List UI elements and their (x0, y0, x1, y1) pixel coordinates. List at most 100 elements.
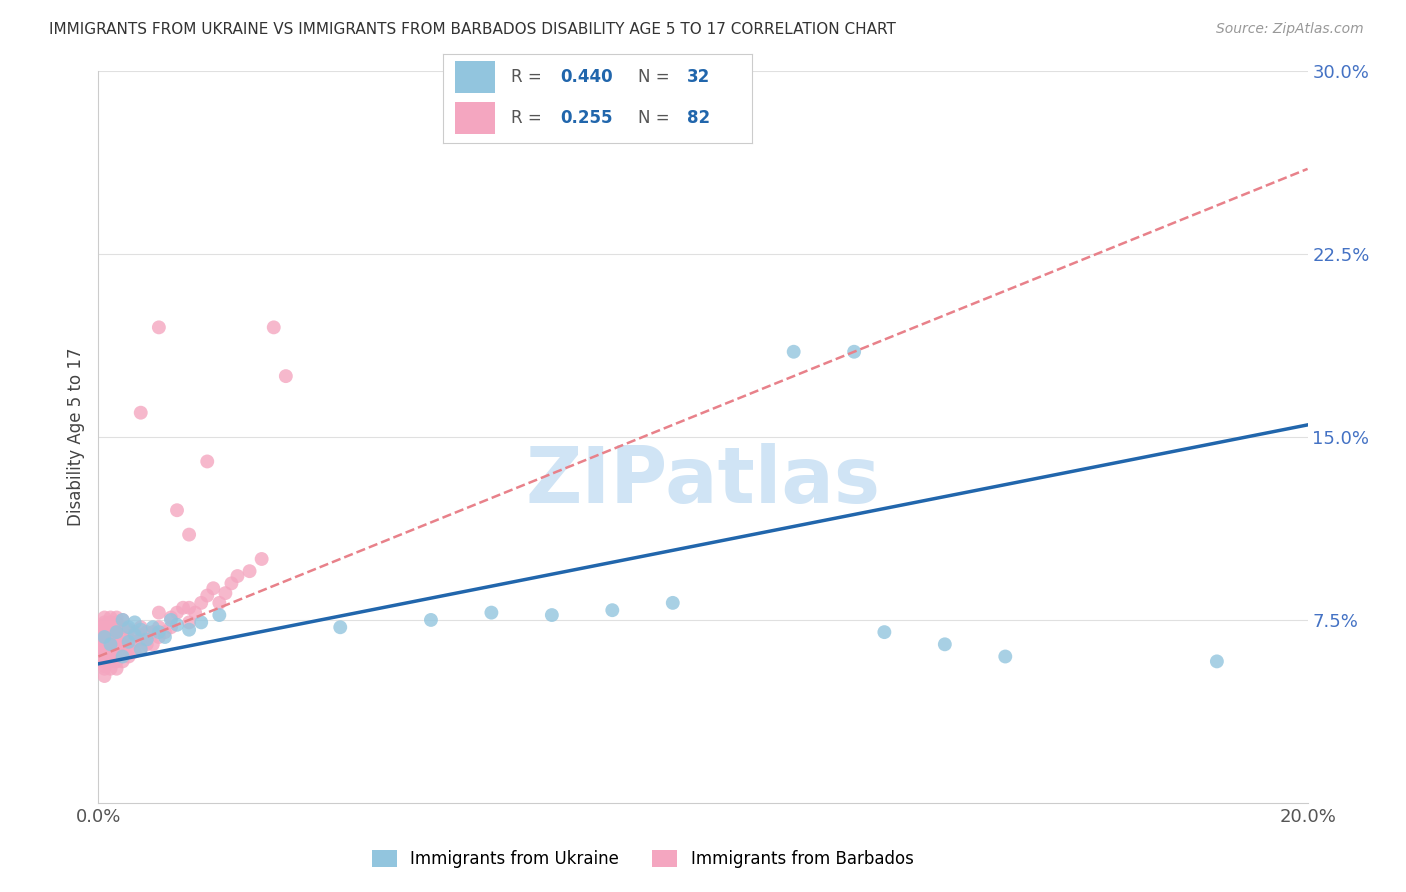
Text: 0.255: 0.255 (561, 109, 613, 127)
Point (93, 615, 115, 630)
Text: 0.440: 0.440 (561, 68, 613, 86)
Point (111, 649, 134, 664)
Point (118, 649, 141, 664)
Point (208, 596, 231, 610)
Point (195, 589, 218, 603)
Point (100, 649, 122, 664)
Point (166, 606, 188, 620)
Point (118, 632, 141, 647)
Point (239, 564, 262, 578)
Point (250, 552, 273, 566)
Point (111, 645, 134, 659)
Point (214, 586, 236, 600)
Point (100, 637, 122, 651)
Point (111, 613, 134, 627)
Point (129, 406, 152, 420)
Point (142, 620, 165, 634)
Point (93, 654, 115, 668)
Text: R =: R = (510, 68, 547, 86)
Point (100, 615, 122, 630)
Point (111, 613, 134, 627)
Point (105, 625, 128, 640)
Point (208, 608, 231, 623)
Point (118, 635, 141, 649)
Point (93, 645, 115, 659)
Point (166, 503, 188, 517)
Point (124, 635, 146, 649)
Point (195, 454, 218, 468)
Point (190, 615, 212, 630)
Point (100, 637, 122, 651)
Point (118, 620, 141, 634)
Point (160, 620, 183, 634)
Point (124, 625, 146, 640)
Point (540, 608, 562, 623)
Point (93, 659, 115, 673)
Point (160, 610, 183, 624)
Point (93, 625, 115, 640)
Point (105, 642, 128, 657)
Point (105, 630, 128, 644)
Point (93, 640, 115, 654)
FancyBboxPatch shape (456, 61, 495, 93)
Point (100, 625, 122, 640)
Point (226, 569, 249, 583)
Point (783, 344, 806, 359)
Point (93, 620, 115, 634)
Point (179, 623, 201, 637)
Point (124, 627, 146, 641)
Point (111, 630, 134, 644)
Point (100, 654, 122, 668)
Point (263, 320, 285, 334)
Point (105, 620, 128, 634)
Text: N =: N = (638, 109, 675, 127)
Point (93, 635, 115, 649)
Point (100, 662, 122, 676)
Point (124, 615, 146, 630)
Point (100, 610, 122, 624)
Point (93, 669, 115, 683)
Point (274, 369, 297, 384)
Point (160, 613, 183, 627)
Point (105, 615, 128, 630)
Point (148, 630, 170, 644)
Point (129, 623, 152, 637)
Point (420, 613, 443, 627)
Point (93, 630, 115, 644)
Point (93, 637, 115, 651)
Point (105, 637, 128, 651)
Point (166, 617, 188, 632)
Point (129, 642, 152, 657)
FancyBboxPatch shape (456, 102, 495, 134)
Text: 82: 82 (688, 109, 710, 127)
Text: IMMIGRANTS FROM UKRAINE VS IMMIGRANTS FROM BARBADOS DISABILITY AGE 5 TO 17 CORRE: IMMIGRANTS FROM UKRAINE VS IMMIGRANTS FR… (49, 22, 896, 37)
Point (111, 620, 134, 634)
Point (481, 606, 503, 620)
Point (135, 625, 157, 640)
Text: ZIPatlas: ZIPatlas (526, 443, 880, 519)
Point (93, 630, 115, 644)
Point (148, 625, 170, 640)
Point (148, 606, 170, 620)
Point (93, 654, 115, 668)
Text: Source: ZipAtlas.com: Source: ZipAtlas.com (1216, 22, 1364, 37)
Point (105, 610, 128, 624)
Point (142, 625, 165, 640)
Point (111, 654, 134, 668)
Point (135, 637, 157, 651)
Point (105, 662, 128, 676)
Point (118, 623, 141, 637)
Point (124, 645, 146, 659)
Point (153, 630, 176, 644)
Point (179, 600, 201, 615)
Point (93, 662, 115, 676)
Y-axis label: Disability Age 5 to 17: Disability Age 5 to 17 (66, 348, 84, 526)
Point (118, 642, 141, 657)
Point (184, 606, 207, 620)
Point (100, 630, 122, 644)
Point (190, 596, 212, 610)
Text: N =: N = (638, 68, 675, 86)
Point (179, 527, 201, 541)
Point (129, 620, 152, 634)
Point (994, 649, 1017, 664)
